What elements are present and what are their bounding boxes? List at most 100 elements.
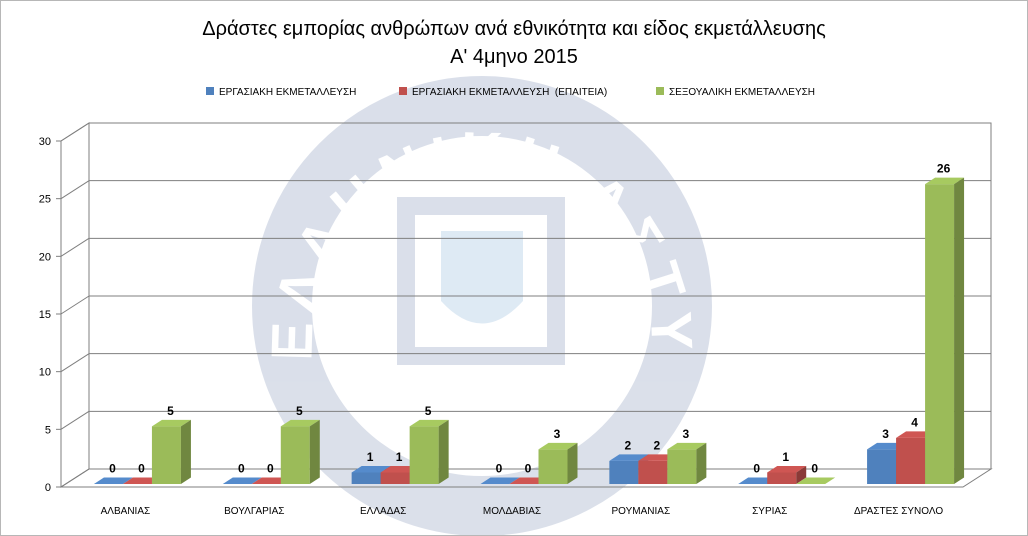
data-label: 0 xyxy=(109,462,116,476)
bar-front xyxy=(767,472,797,484)
bar-top xyxy=(222,477,262,484)
data-label: 2 xyxy=(625,438,632,452)
bar-front xyxy=(538,449,568,484)
legend-label: ΕΡΓΑΣΙΑΚΗ ΕΚΜΕΤΑΛΛΕΥΣΗ (ΕΠΑΙΤΕΙΑ) xyxy=(412,87,607,98)
chart-title: Δράστες εμπορίας ανθρώπων ανά εθνικότητα… xyxy=(202,18,826,40)
bar xyxy=(151,419,191,484)
y-tick-label: 15 xyxy=(39,309,51,321)
bar xyxy=(667,442,707,484)
data-label: 3 xyxy=(882,427,889,441)
legend-label: ΕΡΓΑΣΙΑΚΗ ΕΚΜΕΤΑΛΛΕΥΣΗ xyxy=(219,87,356,98)
legend-swatch xyxy=(656,87,664,95)
bar xyxy=(538,442,578,484)
bar-front xyxy=(280,426,310,484)
gridline-side xyxy=(60,122,90,142)
category-label: ΡΟΥΜΑΝΙΑΣ xyxy=(612,506,671,517)
gridlines xyxy=(60,122,991,488)
bar-top xyxy=(667,442,707,450)
bar-side xyxy=(180,419,191,484)
bar-front xyxy=(896,437,926,484)
legend: ΕΡΓΑΣΙΑΚΗ ΕΚΜΕΤΑΛΛΕΥΣΗ ΕΡΓΑΣΙΑΚΗ ΕΚΜΕΤΑΛΛ… xyxy=(206,87,815,98)
y-tick-label: 20 xyxy=(39,251,51,263)
bar xyxy=(767,465,807,484)
bar xyxy=(480,477,520,485)
category-labels: ΑΛΒΑΝΙΑΣ ΒΟΥΛΓΑΡΙΑΣ ΕΛΛΑΔΑΣ ΜΟΛΔΑΒΙΑΣ ΡΟΥΜΑΝ… xyxy=(101,506,944,517)
bar-side xyxy=(567,442,578,484)
bar-front xyxy=(609,460,639,484)
bar-front xyxy=(638,460,668,484)
bar-side xyxy=(438,419,449,484)
gridline-side xyxy=(60,295,90,315)
bar-front xyxy=(925,184,955,484)
bar xyxy=(925,177,965,484)
data-label: 0 xyxy=(525,462,532,476)
gridline-side xyxy=(60,468,90,488)
data-label: 2 xyxy=(654,438,661,452)
bar xyxy=(93,477,133,485)
bar-top xyxy=(480,477,520,484)
category-label: ΔΡΑΣΤΕΣ ΣΥΝΟΛΟ xyxy=(854,506,943,517)
data-label: 1 xyxy=(367,450,374,464)
y-tick-label: 0 xyxy=(45,482,51,494)
bar-top xyxy=(925,177,965,185)
bar-top xyxy=(538,442,578,450)
bar-side xyxy=(696,442,707,484)
data-label: 0 xyxy=(811,462,818,476)
bar-top xyxy=(409,419,449,427)
data-label: 0 xyxy=(238,462,245,476)
y-tick-label: 5 xyxy=(45,424,51,436)
bar-top xyxy=(351,465,391,473)
bar-front xyxy=(667,449,697,484)
data-label: 0 xyxy=(496,462,503,476)
data-label: 5 xyxy=(167,404,174,418)
police-emblem-watermark: ΕΛΛΗΝΙΚΗ ΑΣΤΥΝΟΜΙΑ xyxy=(1,1,712,535)
bar-top xyxy=(767,465,807,473)
legend-item: ΕΡΓΑΣΙΑΚΗ ΕΚΜΕΤΑΛΛΕΥΣΗ xyxy=(206,87,356,98)
data-label: 0 xyxy=(138,462,145,476)
gridline-side xyxy=(60,180,90,200)
category-label: ΑΛΒΑΝΙΑΣ xyxy=(101,506,151,517)
bar xyxy=(409,419,449,484)
category-label: ΜΟΛΔΑΒΙΑΣ xyxy=(483,506,541,517)
legend-label: ΣΕΞΟΥΑΛΙΚΗ ΕΚΜΕΤΑΛΛΕΥΣΗ xyxy=(669,87,815,98)
category-label: ΒΟΥΛΓΑΡΙΑΣ xyxy=(224,506,284,517)
gridline-side xyxy=(60,237,90,257)
data-label: 5 xyxy=(425,404,432,418)
gridline-side xyxy=(60,410,90,430)
bar-front xyxy=(409,426,439,484)
data-label: 5 xyxy=(296,404,303,418)
bar-top xyxy=(609,454,649,461)
bar-front xyxy=(151,426,181,484)
y-axis-ticks: 0 5 10 15 20 25 30 xyxy=(39,136,61,494)
legend-swatch xyxy=(399,87,407,95)
legend-swatch xyxy=(206,87,214,95)
data-label: 1 xyxy=(782,450,789,464)
category-label: ΣΥΡΙΑΣ xyxy=(752,506,787,517)
data-label: 3 xyxy=(683,427,690,441)
chart-subtitle: Α' 4μηνο 2015 xyxy=(450,46,578,68)
watermark-shield xyxy=(441,231,523,324)
bar-front xyxy=(867,449,897,484)
data-label: 26 xyxy=(937,162,951,176)
legend-item: ΕΡΓΑΣΙΑΚΗ ΕΚΜΕΤΑΛΛΕΥΣΗ (ΕΠΑΙΤΕΙΑ) xyxy=(399,87,607,98)
bar xyxy=(280,419,320,484)
bar-top xyxy=(93,477,133,484)
bars xyxy=(93,177,965,485)
bar-front xyxy=(351,472,381,484)
bar-top xyxy=(280,419,320,427)
data-label: 4 xyxy=(911,415,918,429)
data-label: 1 xyxy=(396,450,403,464)
data-label: 0 xyxy=(267,462,274,476)
svg-text:ΕΛΛΗΝΙΚΗ ΑΣΤΥΝΟΜΙΑ: ΕΛΛΗΝΙΚΗ ΑΣΤΥΝΟΜΙΑ xyxy=(1,1,705,361)
bar xyxy=(796,477,836,485)
data-label: 0 xyxy=(753,462,760,476)
y-tick-label: 10 xyxy=(39,367,51,379)
data-labels: 0 0 5 0 0 5 1 1 5 0 0 3 2 2 3 0 1 0 3 4 26 xyxy=(109,162,950,476)
bar-top xyxy=(796,477,836,484)
category-label: ΕΛΛΑΔΑΣ xyxy=(360,506,406,517)
bar xyxy=(222,477,262,485)
gridline-side xyxy=(60,353,90,373)
legend-item: ΣΕΞΟΥΑΛΙΚΗ ΕΚΜΕΤΑΛΛΕΥΣΗ xyxy=(656,87,815,98)
